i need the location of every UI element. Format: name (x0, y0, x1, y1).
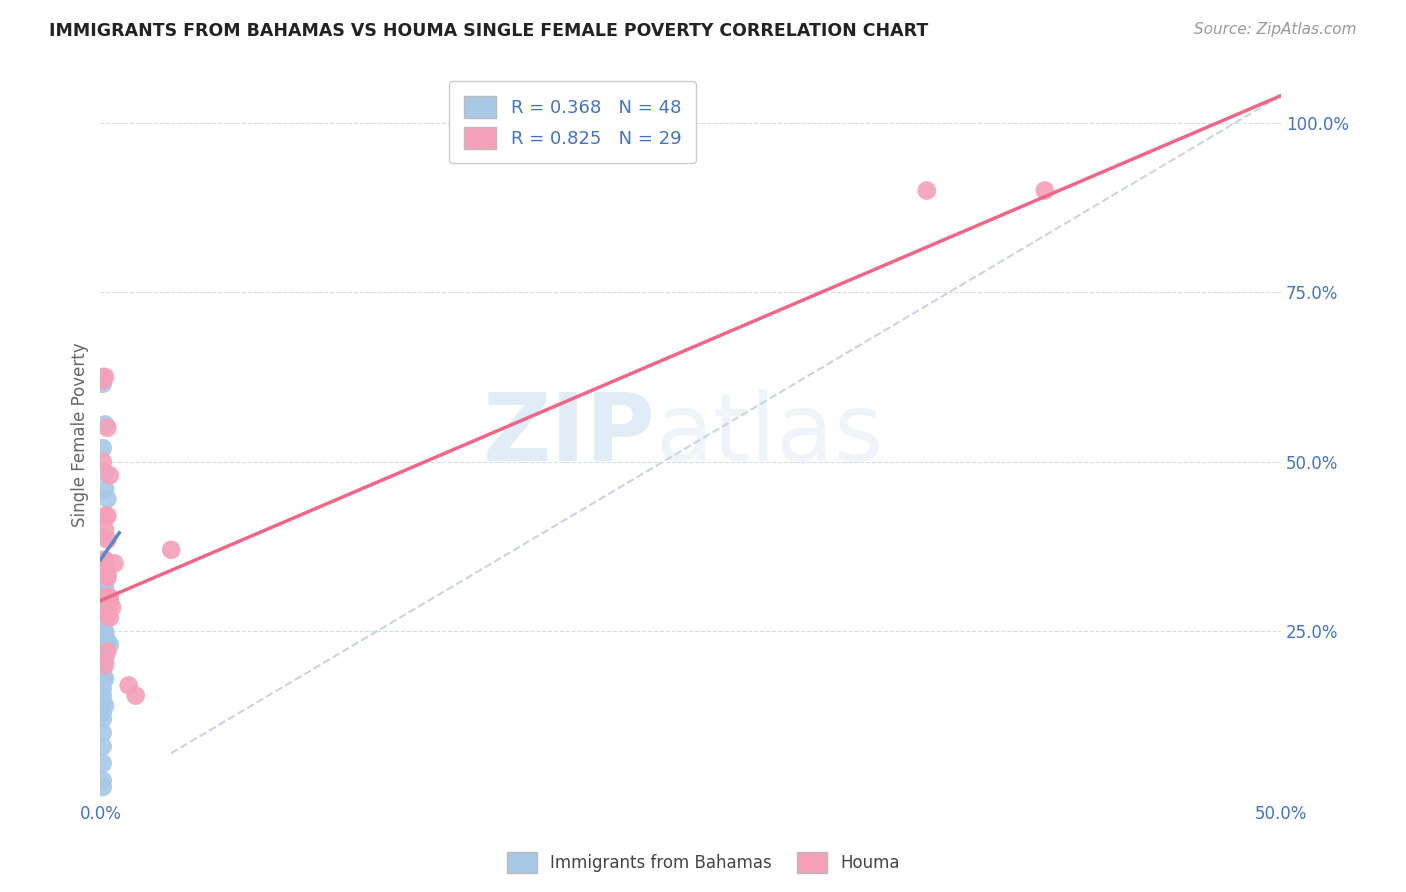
Point (91, 739, 114, 754)
Point (94, 591, 117, 605)
Point (96, 607, 118, 622)
Point (94, 658, 117, 673)
Point (91, 600, 114, 615)
Point (96, 491, 118, 506)
Point (118, 678, 141, 692)
Point (91, 376, 114, 391)
Point (91, 373, 114, 387)
Point (91, 610, 114, 624)
Point (91, 780, 114, 794)
Point (91, 668, 114, 682)
Point (96, 533, 118, 547)
Point (94, 465, 117, 479)
Point (96, 570, 118, 584)
Point (94, 370, 117, 384)
Text: Source: ZipAtlas.com: Source: ZipAtlas.com (1194, 22, 1357, 37)
Point (91, 726, 114, 740)
Y-axis label: Single Female Poverty: Single Female Poverty (72, 343, 89, 527)
Point (91, 441, 114, 455)
Point (91, 529, 114, 543)
Point (91, 587, 114, 601)
Point (94, 698, 117, 713)
Point (94, 417, 117, 432)
Point (91, 675, 114, 690)
Legend: Immigrants from Bahamas, Houma: Immigrants from Bahamas, Houma (501, 846, 905, 880)
Point (96, 508, 118, 523)
Point (91, 370, 114, 384)
Point (91, 631, 114, 645)
Text: IMMIGRANTS FROM BAHAMAS VS HOUMA SINGLE FEMALE POVERTY CORRELATION CHART: IMMIGRANTS FROM BAHAMAS VS HOUMA SINGLE … (49, 22, 928, 40)
Point (94, 614, 117, 628)
Point (91, 648, 114, 662)
Point (94, 672, 117, 686)
Point (94, 604, 117, 618)
Point (96, 566, 118, 581)
Point (91, 681, 114, 696)
Point (160, 542, 183, 557)
Point (98, 610, 121, 624)
Point (91, 641, 114, 656)
Point (96, 607, 118, 622)
Point (91, 574, 114, 588)
Point (91, 621, 114, 635)
Point (94, 523, 117, 537)
Point (94, 508, 117, 523)
Point (96, 607, 118, 622)
Legend: R = 0.368   N = 48, R = 0.825   N = 29: R = 0.368 N = 48, R = 0.825 N = 29 (450, 81, 696, 163)
Point (1033, 184, 1056, 198)
Point (91, 593, 114, 607)
Point (91, 644, 114, 658)
Point (98, 468, 121, 483)
Point (91, 617, 114, 632)
Point (94, 627, 117, 641)
Point (94, 580, 117, 594)
Point (91, 773, 114, 788)
Point (98, 591, 121, 605)
Point (98, 638, 121, 652)
Point (91, 689, 114, 703)
Point (94, 591, 117, 605)
Point (98, 593, 121, 607)
Point (94, 559, 117, 574)
Point (94, 624, 117, 639)
Point (96, 644, 118, 658)
Point (94, 632, 117, 647)
Point (91, 695, 114, 709)
Point (96, 570, 118, 584)
Point (91, 712, 114, 726)
Point (94, 482, 117, 496)
Point (91, 756, 114, 771)
Point (91, 553, 114, 567)
Point (96, 421, 118, 435)
Point (103, 557, 125, 571)
Point (91, 661, 114, 675)
Point (91, 455, 114, 469)
Point (94, 651, 117, 665)
Point (94, 553, 117, 567)
Point (91, 706, 114, 720)
Point (915, 184, 938, 198)
Point (91, 655, 114, 669)
Point (96, 634, 118, 648)
Text: atlas: atlas (655, 389, 883, 481)
Point (125, 689, 148, 703)
Text: ZIP: ZIP (482, 389, 655, 481)
Point (101, 600, 124, 615)
Point (94, 557, 117, 571)
